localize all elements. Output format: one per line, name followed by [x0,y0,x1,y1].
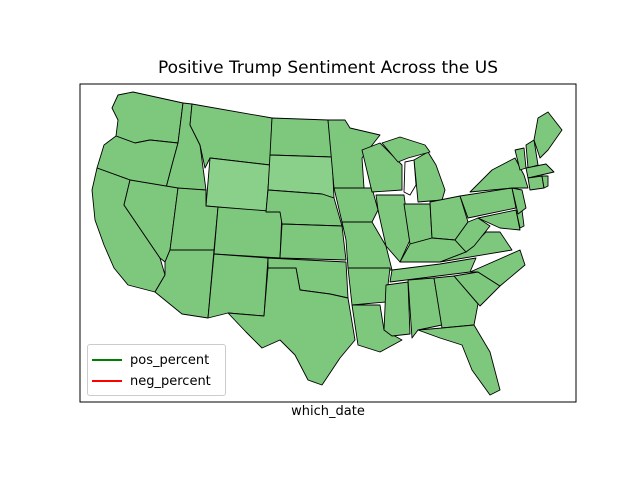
state-washington [111,91,184,144]
legend-label-pos: pos_percent [130,352,210,368]
state-iowa [333,187,379,223]
state-louisiana [351,304,403,353]
legend: pos_percent neg_percent [87,344,226,396]
state-pennsylvania [459,187,517,219]
state-newjersey [511,187,527,215]
state-newhampshire [525,139,539,169]
state-michigan [413,151,446,203]
state-texas [227,267,356,386]
legend-label-neg: neg_percent [130,373,211,389]
state-wyoming [205,157,271,213]
state-tennessee [389,257,477,283]
state-newmexico [207,253,269,319]
state-colorado [213,206,283,259]
state-alabama [407,277,443,339]
legend-swatch-pos [92,359,122,361]
state-rhodeisland [541,175,549,189]
state-mississippi [383,281,411,337]
state-florida [417,324,501,396]
state-northcarolina [469,249,526,287]
legend-swatch-neg [92,380,122,382]
lake-michigan [403,159,417,196]
state-montana [189,103,273,169]
legend-item-neg: neg_percent [88,371,211,391]
state-maine [533,111,563,159]
state-maryland [477,209,521,231]
state-massachusetts [525,163,555,179]
state-georgia [433,275,479,329]
plot-frame [79,83,577,403]
state-westvirginia [454,217,491,253]
state-arkansas [347,267,391,306]
x-axis-label: which_date [291,404,365,419]
legend-item-pos: pos_percent [88,350,209,370]
map-title: Positive Trump Sentiment Across the US [158,58,498,78]
state-newyork [469,157,529,193]
state-northdakota [269,117,333,158]
state-michigan-upper [381,136,431,163]
state-kansas [279,223,347,261]
state-connecticut [527,175,545,191]
states-layer [91,91,563,396]
